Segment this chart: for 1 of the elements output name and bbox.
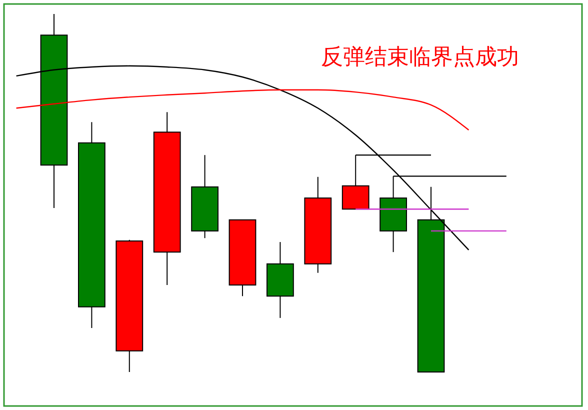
text: 反弹结束临界点成功: [321, 45, 519, 70]
